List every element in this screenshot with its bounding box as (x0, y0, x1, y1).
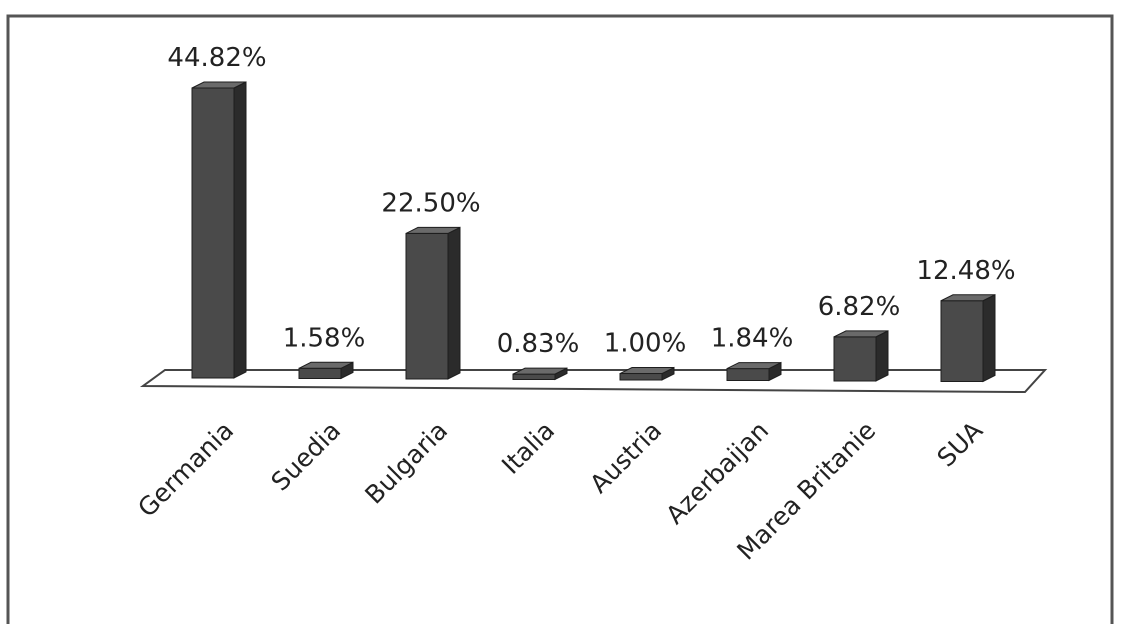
bar-front (833, 336, 877, 382)
bar-top (833, 330, 889, 338)
bar-top (726, 362, 782, 370)
bar-front (191, 87, 235, 379)
bar-bulgaria (405, 226, 461, 380)
data-label: 22.50% (381, 188, 480, 218)
data-label: 12.48% (916, 256, 1015, 286)
data-label: 6.82% (818, 292, 901, 322)
bar-side (982, 293, 996, 383)
bar-front (940, 300, 984, 382)
bars-layer (191, 81, 996, 383)
bar-front (619, 373, 663, 381)
bar-top (619, 367, 675, 375)
bar-front (726, 368, 770, 382)
data-label: 1.00% (604, 329, 687, 359)
bar-top (191, 81, 247, 89)
data-label: 44.82% (167, 43, 266, 73)
bar-marea-britanie (833, 330, 889, 382)
bar-sua (940, 293, 996, 383)
bar-germania (191, 81, 247, 379)
bar-side (447, 226, 461, 380)
bar-top (405, 226, 461, 234)
bar-austria (619, 366, 675, 381)
data-label: 0.83% (497, 329, 580, 359)
bar-front (405, 232, 449, 380)
bar-top (298, 361, 354, 369)
bar-azerbaijan (726, 361, 782, 382)
bar-top (940, 294, 996, 302)
bar-suedia (298, 361, 354, 380)
bar-top (512, 367, 568, 375)
data-labels-layer: 44.82% 1.58% 22.50% 0.83% 1.00% 1.84% 6.82% 12.… (167, 43, 1015, 359)
bar-front (298, 367, 342, 380)
data-label: 1.58% (283, 323, 366, 353)
bar-italia (512, 367, 568, 381)
bar-side (233, 81, 247, 379)
bar-side (875, 330, 889, 382)
bar-front (512, 373, 556, 381)
data-label: 1.84% (711, 324, 794, 354)
